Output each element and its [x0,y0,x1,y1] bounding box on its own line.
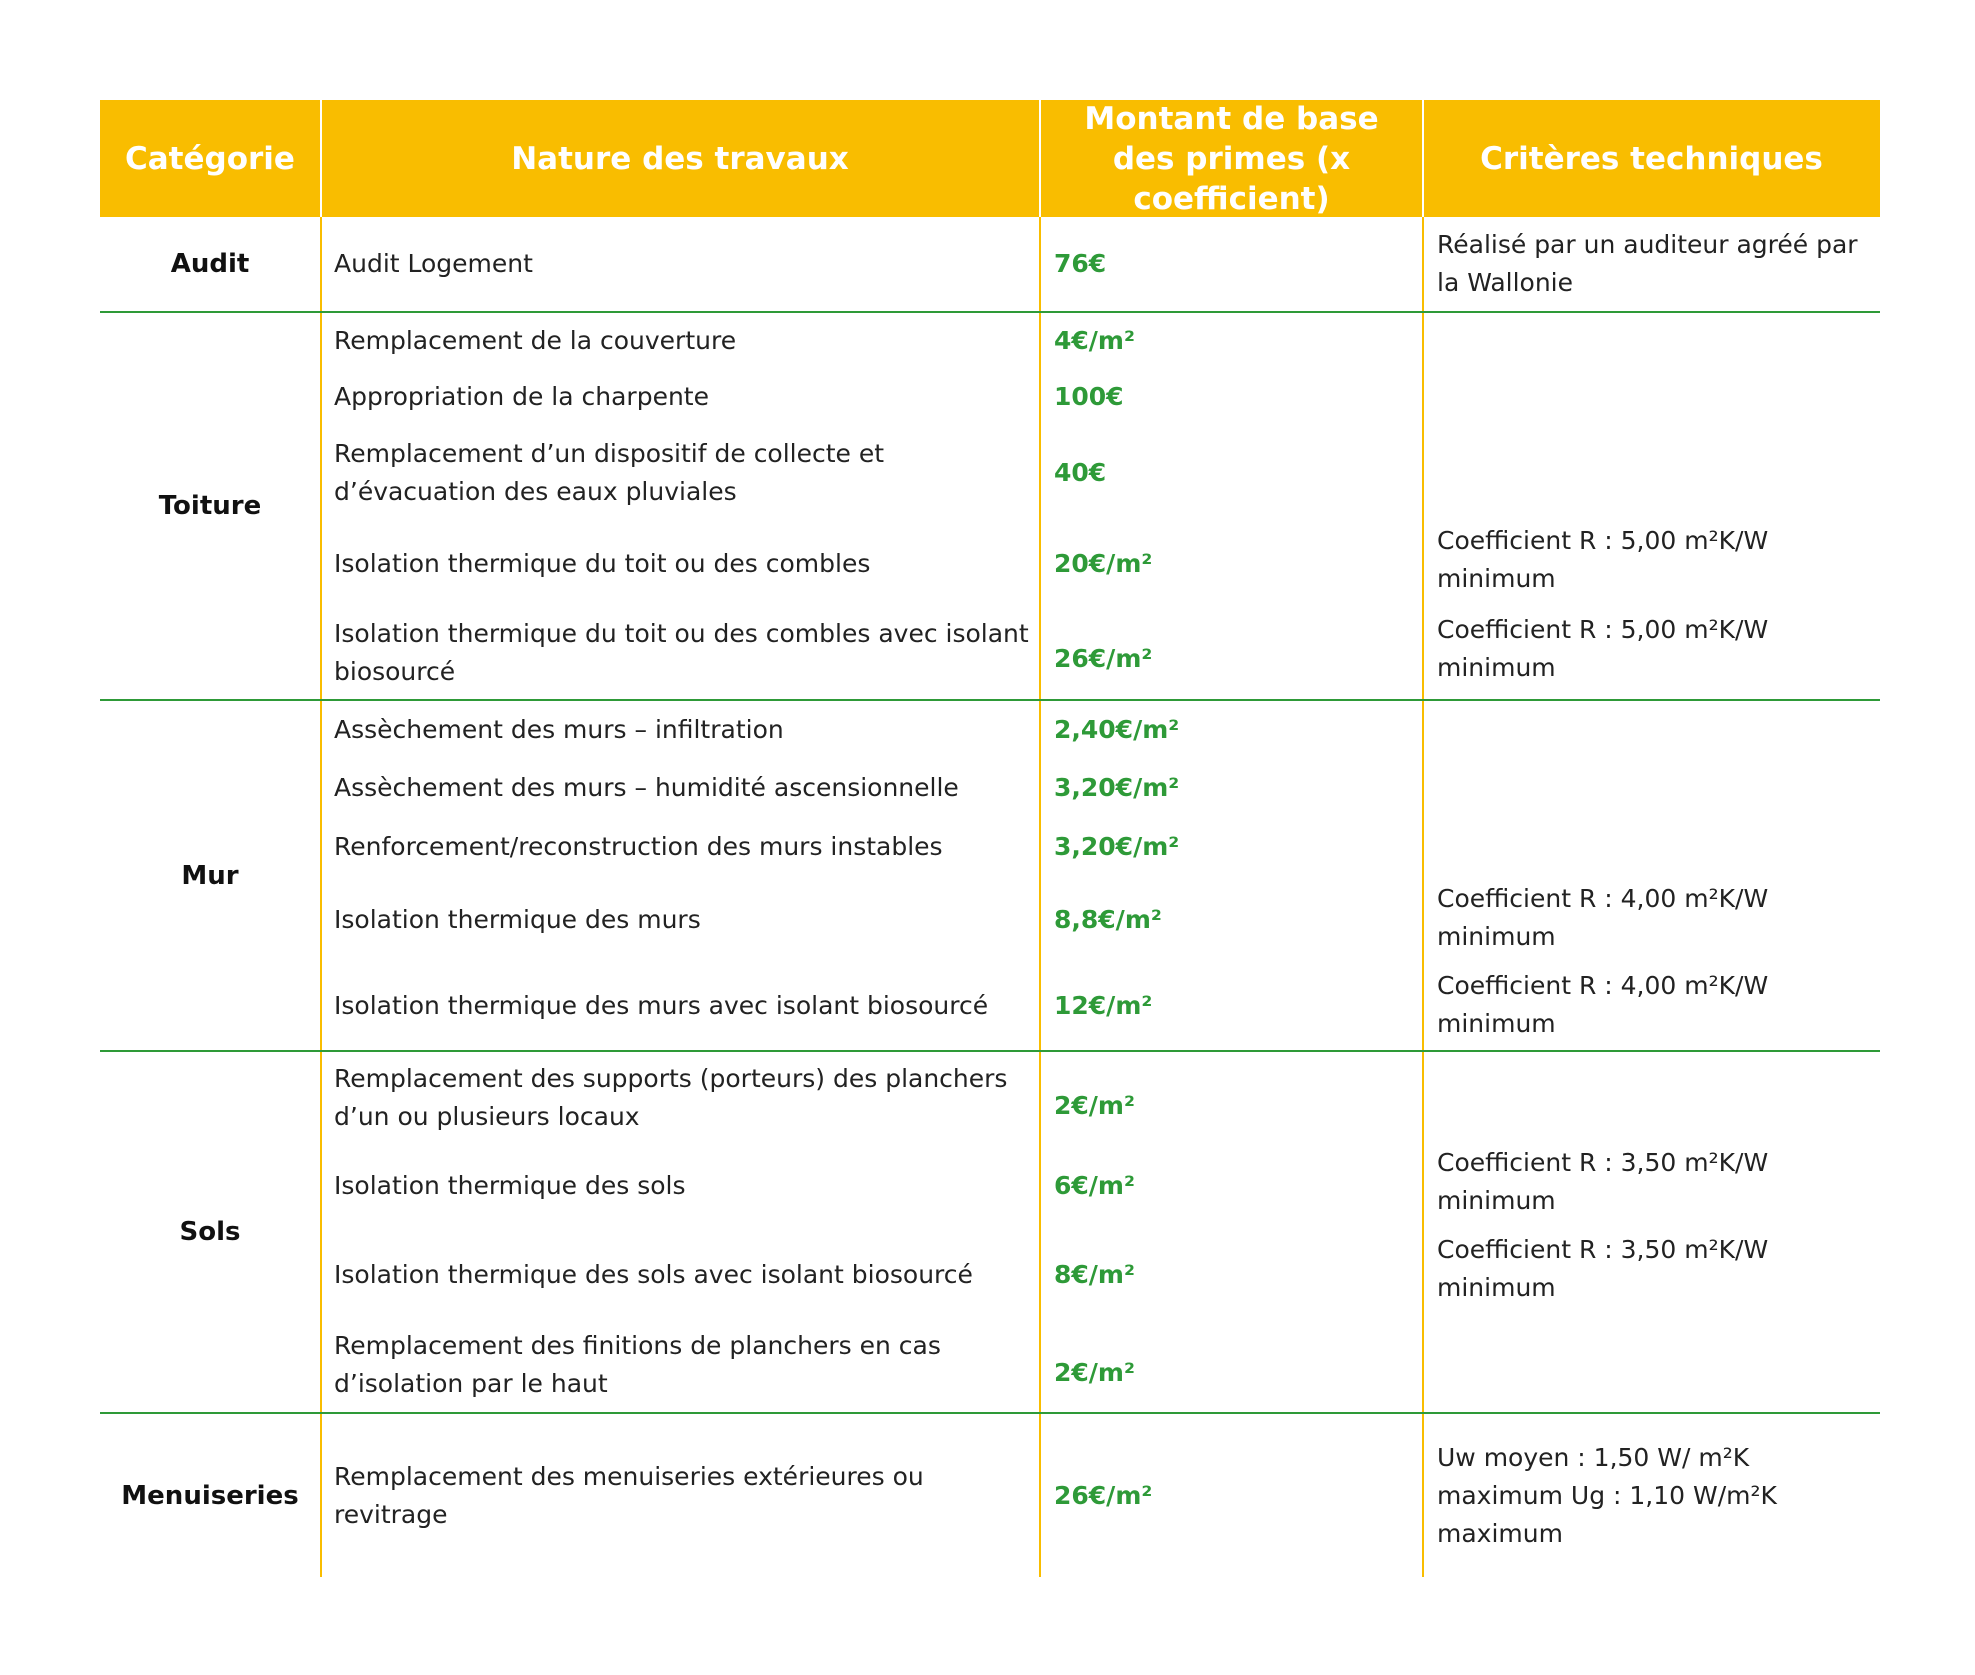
category-sols: Sols [179,1217,241,1247]
header-divider [1039,100,1041,217]
column-divider [1039,217,1041,1577]
criteria-cell: Uw moyen : 1,50 W/ m²K maximum Ug : 1,10… [1437,1442,1777,1548]
column-divider [320,217,322,1577]
row-separator [100,699,1880,701]
header-divider [1422,100,1424,217]
category-audit: Audit [170,249,250,279]
header-criteria: Critères techniques [1480,140,1823,177]
amount-cell: 6€/m² [1054,1171,1135,1200]
amount-cell: 8,8€/m² [1054,905,1162,934]
amount-cell: 2€/m² [1054,1358,1135,1387]
amount-cell: 2€/m² [1054,1091,1135,1120]
amount-cell: 26€/m² [1054,644,1153,673]
work-cell: Isolation thermique des murs avec isolan… [334,991,989,1020]
category-menuiseries: Menuiseries [121,1480,299,1511]
column-divider [1422,217,1424,1577]
amount-cell: 4€/m² [1054,326,1135,355]
work-cell: Remplacement des menuiseries extérieures… [334,1461,924,1529]
amount-cell: 20€/m² [1054,549,1153,578]
row-separator [100,1050,1880,1052]
category-mur: Mur [181,861,239,891]
amount-cell: 3,20€/m² [1054,832,1180,861]
row-separator [100,311,1880,313]
row-separator [100,1412,1880,1414]
criteria-cell: Coefficient R : 3,50 m²K/W minimum [1437,1235,1769,1302]
amount-cell: 100€ [1054,382,1124,411]
header-category: Catégorie [125,140,295,177]
category-toiture: Toiture [158,491,262,521]
amount-cell: 26€/m² [1054,1480,1153,1510]
work-cell: Isolation thermique des murs [334,905,701,934]
amount-cell: 2,40€/m² [1054,715,1180,744]
work-cell: Remplacement de la couverture [334,326,737,355]
criteria-cell: Réalisé par un auditeur agréé par la Wal… [1437,230,1858,297]
work-cell: Isolation thermique des sols [334,1171,686,1200]
amount-cell: 8€/m² [1054,1260,1135,1289]
criteria-cell: Coefficient R : 4,00 m²K/W minimum [1437,971,1769,1038]
criteria-cell: Coefficient R : 5,00 m²K/W minimum [1437,526,1769,593]
criteria-cell: Coefficient R : 3,50 m²K/W minimum [1437,1148,1769,1215]
criteria-cell: Coefficient R : 4,00 m²K/W minimum [1437,884,1769,951]
header-amount: Montant de base des primes (x coefficien… [1084,100,1379,217]
work-cell: Isolation thermique du toit ou des combl… [334,619,1029,686]
work-cell: Isolation thermique des sols avec isolan… [334,1260,973,1289]
work-cell: Isolation thermique du toit ou des combl… [334,549,871,578]
header-divider [320,100,322,217]
criteria-cell: Coefficient R : 5,00 m²K/W minimum [1437,615,1769,682]
work-cell: Remplacement des supports (porteurs) des… [334,1064,1008,1131]
work-cell: Remplacement d’un dispositif de collecte… [334,439,885,506]
amount-cell: 76€ [1054,249,1107,278]
works-premium-table: Catégorie Nature des travaux Montant de … [100,100,1880,1577]
work-cell: Remplacement des finitions de planchers … [334,1331,941,1398]
work-cell: Audit Logement [334,249,533,278]
work-cell: Appropriation de la charpente [334,382,709,411]
header-works: Nature des travaux [511,140,849,177]
table-body: Audit Audit Logement 76€ Réalisé par un … [100,217,1880,1577]
work-cell: Assèchement des murs – humidité ascensio… [334,773,959,802]
amount-cell: 12€/m² [1054,991,1153,1020]
amount-cell: 3,20€/m² [1054,773,1180,802]
work-cell: Renforcement/reconstruction des murs ins… [334,832,943,861]
table-header: Catégorie Nature des travaux Montant de … [100,100,1880,217]
amount-cell: 40€ [1054,458,1107,487]
work-cell: Assèchement des murs – infiltration [334,715,784,744]
